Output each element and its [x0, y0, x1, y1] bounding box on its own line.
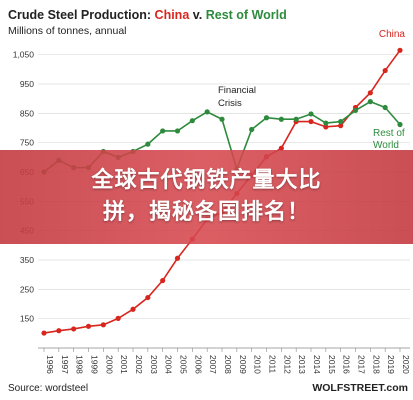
point-china-2002 — [130, 306, 136, 312]
series-label-china: China — [379, 29, 406, 40]
point-china-2001 — [115, 315, 121, 321]
point-china-2005 — [174, 255, 181, 261]
overlay-banner: 全球古代钢铁产量大比 拼，揭秘各国排名！ — [0, 150, 413, 244]
point-row-2013 — [293, 116, 299, 122]
point-china-2000 — [100, 322, 106, 328]
x-tick-label-2000: 2000 — [104, 355, 114, 374]
point-row-2012 — [278, 116, 284, 122]
y-tick-label-1050: 1,050 — [13, 50, 35, 60]
point-row-2007 — [204, 109, 210, 115]
annotation-line2: Crisis — [218, 98, 242, 109]
point-row-2018 — [367, 99, 373, 105]
series-label-rest-of-world: Rest of World — [373, 128, 405, 151]
point-row-2005 — [174, 128, 181, 134]
site-credit: WOLFSTREET.com — [312, 382, 408, 394]
point-china-1998 — [71, 326, 77, 332]
title-part1: Crude Steel Production: — [8, 8, 155, 22]
title-china: China — [155, 8, 191, 22]
point-china-2015 — [323, 124, 329, 130]
x-tick-label-2001: 2001 — [119, 355, 129, 374]
point-china-1996 — [41, 330, 47, 336]
point-row-2004 — [160, 128, 166, 134]
overlay-line-1: 全球古代钢铁产量大比 — [91, 168, 322, 193]
x-tick-label-1997: 1997 — [60, 355, 70, 374]
x-tick-label-2003: 2003 — [149, 355, 159, 374]
x-tick-label-2004: 2004 — [164, 355, 174, 374]
chart-title: Crude Steel Production: China v. Rest of… — [8, 8, 287, 22]
y-tick-label-150: 150 — [20, 314, 34, 324]
x-tick-label-2002: 2002 — [134, 355, 144, 374]
x-tick-label-1999: 1999 — [90, 355, 100, 374]
x-tick-label-2006: 2006 — [193, 355, 203, 374]
y-tick-label-350: 350 — [20, 255, 34, 265]
point-china-2019 — [382, 67, 388, 74]
x-tick-label-2018: 2018 — [371, 355, 381, 374]
x-tick-label-2012: 2012 — [282, 355, 292, 374]
x-tick-label-2008: 2008 — [223, 355, 233, 374]
point-row-2010 — [249, 126, 255, 133]
point-china-2018 — [367, 90, 373, 96]
overlay-line-2: 拼，揭秘各国排名！ — [102, 200, 310, 225]
point-row-2016 — [338, 118, 344, 125]
chart-subtitle: Millions of tonnes, annual — [8, 25, 127, 37]
y-tick-label-850: 850 — [20, 108, 34, 118]
title-rest-of-world: Rest of World — [206, 8, 287, 22]
point-row-2006 — [189, 118, 195, 124]
point-row-2014 — [308, 111, 314, 117]
x-tick-label-1996: 1996 — [45, 355, 55, 374]
point-china-2014 — [308, 118, 314, 125]
point-china-2016 — [338, 123, 344, 129]
x-tick-label-2020: 2020 — [401, 355, 411, 374]
x-tick-label-2019: 2019 — [386, 355, 396, 374]
x-tick-label-2016: 2016 — [342, 355, 352, 374]
series-labels: China Rest of World — [373, 29, 405, 151]
point-row-2003 — [145, 141, 151, 147]
x-tick-label-2009: 2009 — [238, 355, 248, 374]
y-tick-label-250: 250 — [20, 284, 34, 294]
point-china-2020 — [397, 47, 403, 53]
point-china-1999 — [85, 323, 92, 329]
point-china-2012 — [278, 145, 284, 151]
point-china-2004 — [160, 277, 166, 284]
point-china-2003 — [145, 294, 151, 301]
title-mid: v. — [189, 8, 205, 22]
x-tick-label-2014: 2014 — [312, 355, 322, 374]
x-axis-ticks: 1996 1997 1998 1999 2000 2001 2002 2003 2004 2005… — [43, 348, 411, 374]
x-tick-label-2017: 2017 — [357, 355, 367, 374]
x-tick-label-2015: 2015 — [327, 355, 337, 374]
x-tick-label-2010: 2010 — [253, 355, 263, 374]
point-china-1997 — [56, 328, 62, 334]
point-row-2008 — [219, 116, 225, 122]
annotation-line1: Financial — [218, 85, 256, 96]
x-tick-label-1998: 1998 — [75, 355, 85, 374]
x-tick-label-2005: 2005 — [179, 355, 189, 374]
source-note: Source: wordsteel — [8, 383, 88, 394]
point-row-2017 — [352, 107, 359, 114]
y-tick-label-750: 750 — [20, 138, 34, 148]
x-tick-label-2011: 2011 — [268, 355, 278, 374]
point-row-2019 — [382, 104, 388, 111]
point-row-2015 — [323, 120, 329, 126]
y-tick-label-950: 950 — [20, 79, 34, 89]
point-row-2020 — [397, 121, 403, 128]
financial-crisis-annotation: Financial Crisis — [218, 85, 256, 109]
x-tick-label-2013: 2013 — [297, 355, 307, 374]
x-tick-label-2007: 2007 — [208, 355, 218, 374]
point-row-2011 — [263, 115, 270, 121]
